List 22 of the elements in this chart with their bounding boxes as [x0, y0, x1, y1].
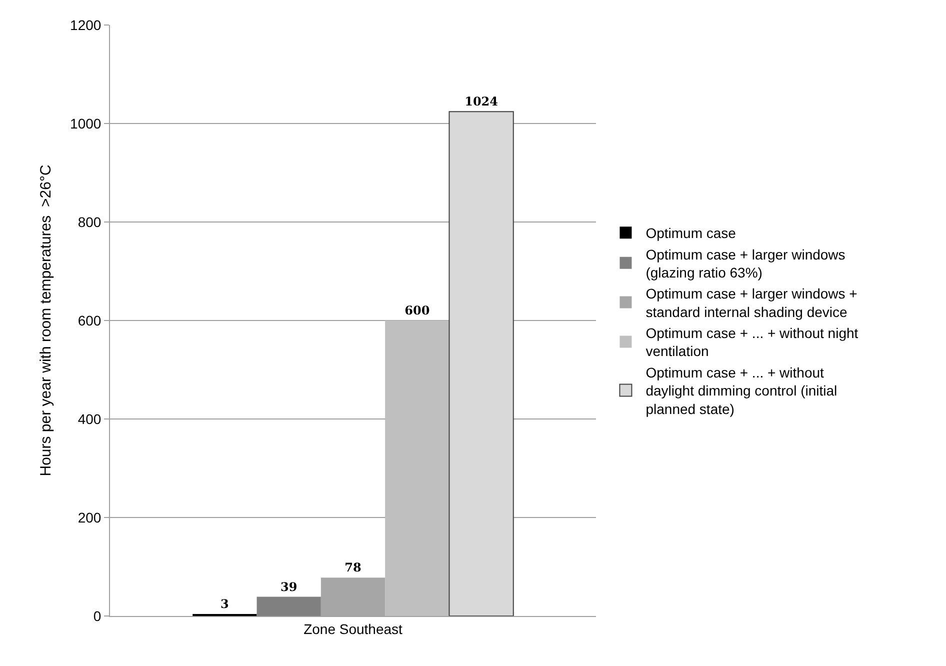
y-tick-label: 1200 [70, 16, 102, 33]
y-tick-label: 400 [78, 410, 102, 427]
data-label: 78 [344, 560, 362, 575]
data-label: 39 [280, 580, 298, 594]
data-label: 1024 [464, 94, 498, 109]
legend-label: Optimum case + larger windows + standard internal shading device [646, 286, 858, 320]
bar [385, 320, 450, 616]
x-tick-label: Zone Southeast [304, 620, 403, 637]
bar [256, 596, 321, 616]
legend-label: Optimum case + ... + without night ventilation [646, 325, 858, 360]
data-label: 600 [404, 304, 430, 318]
legend-label: Optimum case [646, 225, 736, 242]
bar [448, 111, 514, 616]
y-tick-label: 600 [78, 312, 102, 328]
y-tick-label: 0 [93, 608, 102, 624]
legend-label: Optimum case + larger windows (glazing ratio 63%) [646, 246, 846, 280]
data-label: 3 [220, 597, 229, 611]
y-axis-title: Hours per year with room temperatures >26°C [37, 164, 54, 476]
y-tick-label: 200 [78, 509, 102, 526]
y-tick-label: 1000 [70, 115, 102, 132]
y-tick-label: 800 [78, 214, 102, 230]
legend-label: Optimum case + ... + without daylight dimming control (initial planned state) [646, 364, 838, 417]
